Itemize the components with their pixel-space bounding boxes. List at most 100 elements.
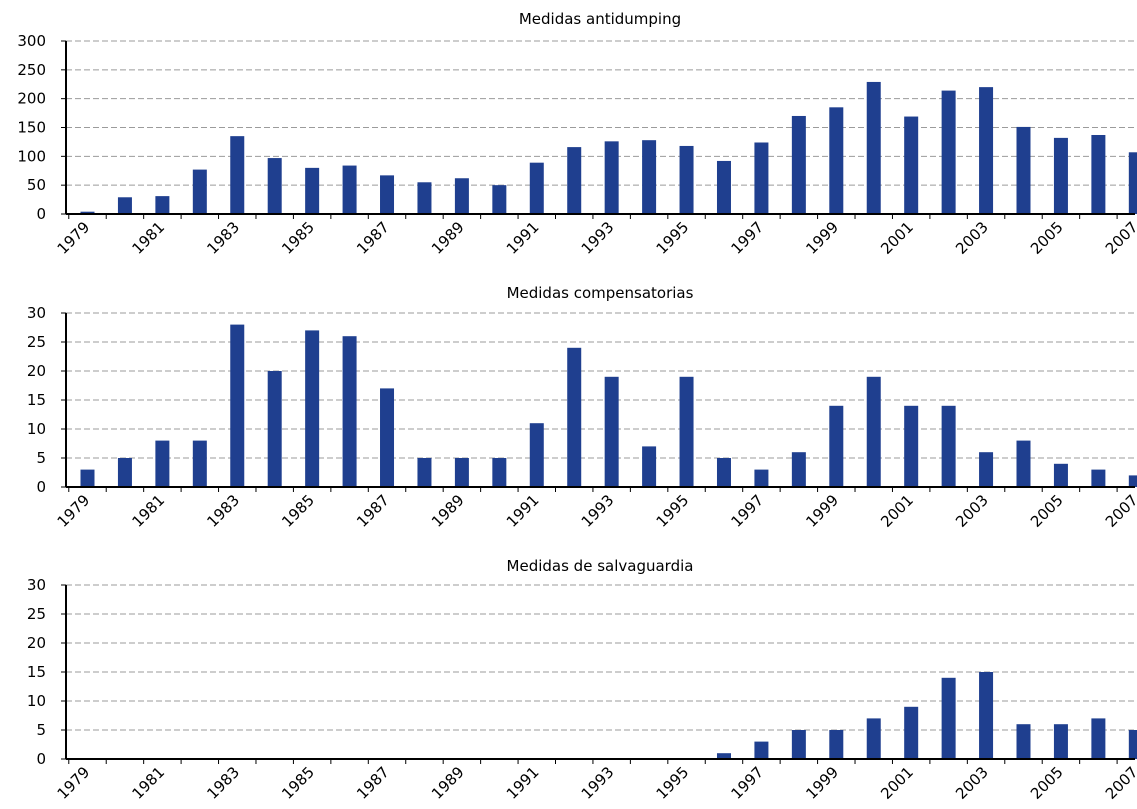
bar-1981 xyxy=(155,440,170,487)
bar-2001 xyxy=(904,405,919,487)
x-tick-label: 1993 xyxy=(578,218,618,258)
x-tick-label: 1991 xyxy=(503,218,543,258)
x-tick-label: 2001 xyxy=(877,491,917,531)
y-tick-label: 30 xyxy=(27,304,46,322)
y-tick-label: 15 xyxy=(27,663,46,681)
x-tick-label: 1993 xyxy=(578,763,618,803)
x-tick-label: 1997 xyxy=(728,763,768,803)
bar-1989 xyxy=(454,458,469,487)
bar-1995 xyxy=(679,376,694,487)
chart-panel: Medidas de salvaguardia 0 5 10 15 20 25 30 1979 1… xyxy=(27,557,1137,803)
x-tick-label: 2001 xyxy=(877,218,917,258)
x-tick-label: 1987 xyxy=(353,763,393,803)
bar-1986 xyxy=(342,336,357,487)
bar-1992 xyxy=(567,347,582,487)
x-tick-label: 1989 xyxy=(428,218,468,258)
x-tick-label: 1991 xyxy=(503,491,543,531)
bar-1998 xyxy=(791,115,806,214)
bar-1982 xyxy=(192,440,207,487)
y-tick-label: 5 xyxy=(36,721,46,739)
bar-2005 xyxy=(1053,724,1068,759)
y-tick-label: 25 xyxy=(27,333,46,351)
y-tick-label: 250 xyxy=(17,61,46,79)
bar-1983 xyxy=(230,136,245,214)
bar-2004 xyxy=(1016,126,1031,214)
bar-2001 xyxy=(904,116,919,214)
x-tick-label: 1999 xyxy=(802,763,842,803)
bar-1991 xyxy=(529,162,544,214)
bar-1997 xyxy=(754,469,769,487)
chart-title: Medidas antidumping xyxy=(519,10,681,28)
x-tick-label: 2007 xyxy=(1102,218,1137,258)
bar-2001 xyxy=(904,706,919,759)
x-tick-label: 1979 xyxy=(54,763,94,803)
bar-1999 xyxy=(829,405,844,487)
bar-2007 xyxy=(1128,152,1137,214)
bar-1984 xyxy=(267,371,282,487)
bar-2002 xyxy=(941,90,956,214)
bar-2000 xyxy=(866,376,881,487)
chart-title: Medidas compensatorias xyxy=(507,284,694,302)
bar-1987 xyxy=(380,175,395,214)
bar-2004 xyxy=(1016,440,1031,487)
bar-1981 xyxy=(155,196,170,214)
x-tick-label: 1985 xyxy=(278,491,318,531)
x-tick-label: 1999 xyxy=(802,491,842,531)
y-tick-label: 0 xyxy=(36,478,46,496)
bar-1979 xyxy=(80,211,95,214)
bar-1985 xyxy=(305,330,320,487)
y-tick-label: 10 xyxy=(27,692,46,710)
bar-1982 xyxy=(192,169,207,214)
bar-1997 xyxy=(754,142,769,214)
bar-2004 xyxy=(1016,724,1031,759)
x-tick-label: 1991 xyxy=(503,763,543,803)
x-tick-label: 1981 xyxy=(128,491,168,531)
bar-1996 xyxy=(716,753,731,759)
x-tick-label: 2005 xyxy=(1027,763,1067,803)
bar-2006 xyxy=(1091,469,1106,487)
x-tick-label: 1985 xyxy=(278,763,318,803)
bar-2000 xyxy=(866,81,881,215)
bar-2005 xyxy=(1053,463,1068,487)
bar-2007 xyxy=(1128,475,1137,487)
x-tick-label: 1997 xyxy=(728,491,768,531)
y-tick-label: 50 xyxy=(27,176,46,194)
x-tick-label: 1993 xyxy=(578,491,618,531)
bar-1988 xyxy=(417,458,432,487)
y-tick-label: 30 xyxy=(27,576,46,594)
bar-2003 xyxy=(979,452,994,487)
x-tick-label: 2007 xyxy=(1102,491,1137,531)
y-tick-label: 20 xyxy=(27,634,46,652)
x-tick-label: 1981 xyxy=(128,763,168,803)
x-tick-label: 1983 xyxy=(203,218,243,258)
bar-1987 xyxy=(380,388,395,487)
x-tick-label: 1989 xyxy=(428,491,468,531)
bar-1989 xyxy=(454,178,469,214)
bar-1980 xyxy=(117,458,132,487)
y-tick-label: 0 xyxy=(36,205,46,223)
y-tick-label: 150 xyxy=(17,119,46,137)
bar-1990 xyxy=(492,185,507,214)
x-tick-label: 2001 xyxy=(877,763,917,803)
bar-1979 xyxy=(80,469,95,487)
x-tick-label: 1999 xyxy=(802,218,842,258)
x-tick-label: 1989 xyxy=(428,763,468,803)
x-tick-label: 2003 xyxy=(952,491,992,531)
x-tick-label: 1995 xyxy=(653,763,693,803)
bar-1992 xyxy=(567,147,582,214)
bar-2006 xyxy=(1091,134,1106,214)
bar-1996 xyxy=(716,458,731,487)
bar-1991 xyxy=(529,423,544,487)
x-tick-label: 1983 xyxy=(203,763,243,803)
bar-2006 xyxy=(1091,718,1106,759)
x-tick-label: 2007 xyxy=(1102,763,1137,803)
bar-1999 xyxy=(829,107,844,214)
bar-2002 xyxy=(941,677,956,759)
x-tick-label: 1997 xyxy=(728,218,768,258)
x-tick-label: 2005 xyxy=(1027,218,1067,258)
bar-1990 xyxy=(492,458,507,487)
y-tick-label: 300 xyxy=(17,32,46,50)
x-tick-label: 2005 xyxy=(1027,491,1067,531)
bar-1993 xyxy=(604,376,619,487)
